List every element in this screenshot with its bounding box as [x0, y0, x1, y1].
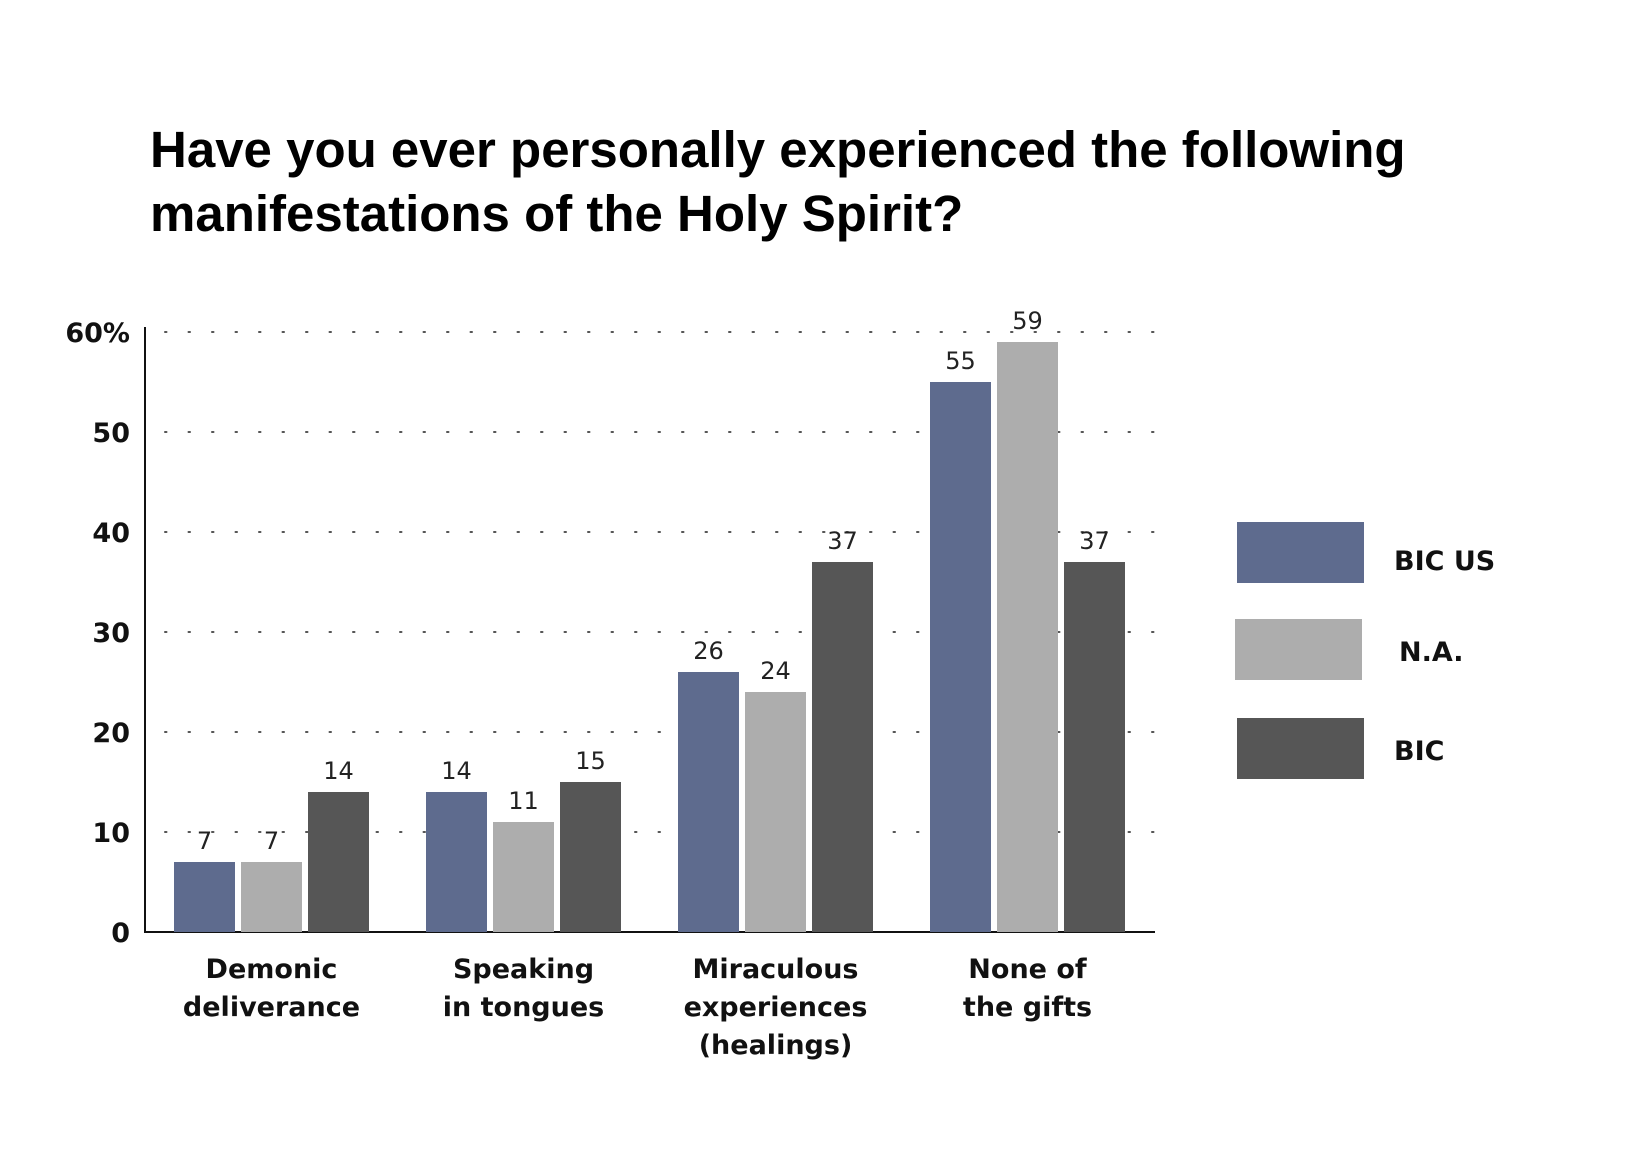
category-labels: Demonic deliverance Speaking in tongues Mira… — [183, 954, 1092, 1061]
data-label: 37 — [1079, 527, 1110, 555]
legend: BIC US N.A. BIC — [1235, 522, 1495, 779]
data-label: 14 — [323, 757, 354, 785]
legend-label: BIC US — [1394, 546, 1495, 577]
data-label: 59 — [1012, 307, 1043, 335]
bar — [493, 822, 554, 932]
bar — [997, 342, 1058, 932]
data-label: 55 — [945, 347, 976, 375]
data-label: 7 — [264, 827, 279, 855]
bar — [745, 692, 806, 932]
y-tick-label: 60% — [65, 318, 130, 349]
bar — [930, 382, 991, 932]
data-label: 14 — [441, 757, 472, 785]
legend-swatch — [1237, 718, 1364, 779]
bar — [308, 792, 369, 932]
bar — [426, 792, 487, 932]
data-label: 24 — [760, 657, 791, 685]
data-label: 15 — [575, 747, 606, 775]
bars — [174, 342, 1125, 932]
legend-label: N.A. — [1399, 637, 1464, 668]
category-label: Demonic deliverance — [183, 954, 360, 1023]
legend-swatch — [1237, 522, 1364, 583]
category-label: Miraculous experiences (healings) — [684, 954, 868, 1061]
data-label: 7 — [197, 827, 212, 855]
bar — [241, 862, 302, 932]
chart-title: Have you ever personally experienced the… — [150, 118, 1550, 246]
chart-title-line-1: Have you ever personally experienced the… — [150, 121, 1406, 178]
y-tick-label: 50 — [92, 418, 130, 449]
y-tick-label: 40 — [92, 518, 130, 549]
data-label: 11 — [508, 787, 539, 815]
y-tick-label: 30 — [92, 618, 130, 649]
category-label: Speaking in tongues — [443, 954, 605, 1023]
y-tick-label: 20 — [92, 718, 130, 749]
bar — [1064, 562, 1125, 932]
bar — [560, 782, 621, 932]
y-tick-label: 0 — [111, 918, 130, 949]
data-label: 26 — [693, 637, 724, 665]
legend-swatch — [1235, 619, 1362, 680]
chart-title-line-2: manifestations of the Holy Spirit? — [150, 185, 964, 242]
data-label: 37 — [827, 527, 858, 555]
bar — [678, 672, 739, 932]
legend-label: BIC — [1394, 736, 1444, 767]
bar — [812, 562, 873, 932]
y-tick-label: 10 — [92, 818, 130, 849]
data-labels: 7 14 26 55 7 11 24 59 14 15 37 37 — [197, 307, 1110, 855]
bar — [174, 862, 235, 932]
category-label: None of the gifts — [963, 954, 1092, 1023]
